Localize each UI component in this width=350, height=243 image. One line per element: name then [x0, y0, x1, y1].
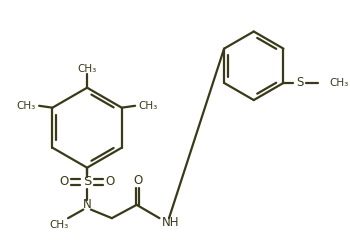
Text: S: S	[83, 175, 91, 189]
Text: O: O	[105, 175, 114, 189]
Text: N: N	[83, 198, 91, 211]
Text: CH₃: CH₃	[16, 101, 35, 111]
Text: NH: NH	[162, 217, 180, 229]
Text: CH₃: CH₃	[77, 64, 97, 74]
Text: CH₃: CH₃	[139, 101, 158, 111]
Text: CH₃: CH₃	[329, 78, 348, 88]
Text: O: O	[60, 175, 69, 189]
Text: O: O	[133, 174, 142, 187]
Text: CH₃: CH₃	[49, 220, 68, 230]
Text: S: S	[296, 77, 303, 89]
